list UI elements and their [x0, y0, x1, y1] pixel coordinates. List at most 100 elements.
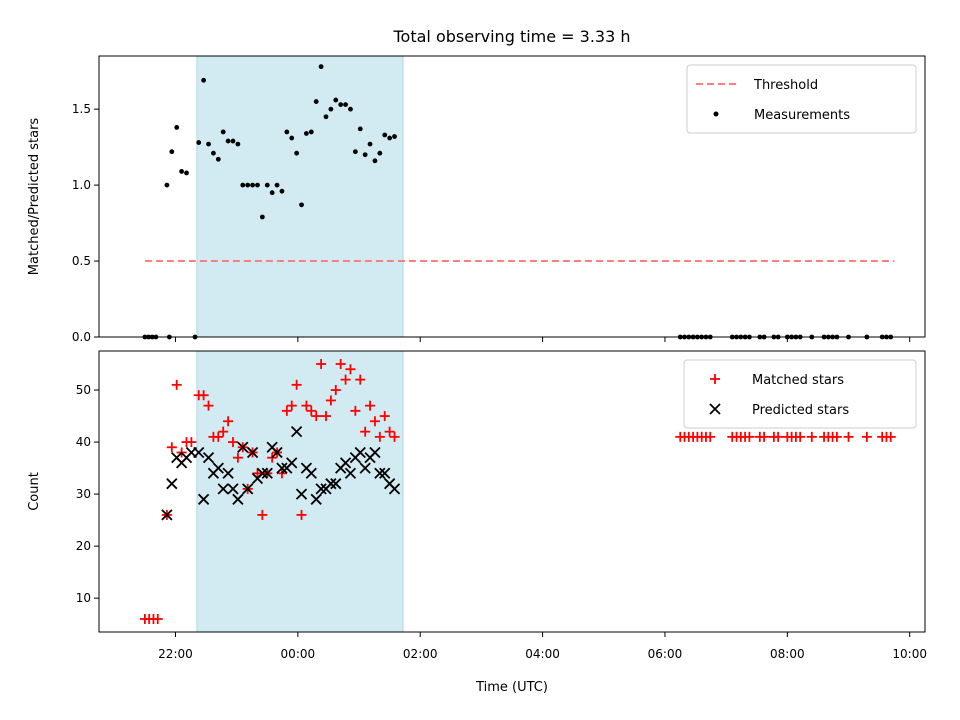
count-y-ticks: 10 20 30 40 50	[76, 383, 99, 605]
predicted-star-point-b	[305, 467, 317, 479]
predicted-star-point-b	[193, 446, 205, 459]
predicted-star-point-b	[161, 509, 173, 521]
measurement-point	[220, 129, 226, 135]
predicted-star-point	[237, 441, 249, 453]
count-panel: 10 20 30 40 50 22:00 00:00 02:00 04:00 06:00 08:0…	[27, 350, 927, 695]
predicted-star-point-b	[212, 462, 224, 474]
matched-star-point	[311, 411, 322, 422]
measurement-point	[240, 182, 246, 188]
ratio-y-ticks: 0.0 0.5 1.0 1.5	[72, 102, 99, 344]
predicted-star-point	[246, 446, 259, 459]
measurement-point	[338, 102, 344, 108]
matched-star-point	[795, 431, 806, 442]
ratio-x-ticks	[174, 337, 911, 342]
predicted-star-point-b	[379, 467, 391, 479]
predicted-star-point	[286, 457, 298, 469]
matched-star-point	[320, 411, 331, 422]
matched-star-point	[257, 509, 268, 520]
matched-star-point	[335, 359, 346, 370]
predicted-star-point	[256, 467, 269, 479]
count-plot-frame	[98, 350, 926, 633]
measurement-point	[259, 214, 265, 220]
y-tick-label: 20	[76, 539, 91, 553]
matched-star-point	[276, 468, 287, 479]
count-x-ticks: 22:00 00:00 02:00 04:00 06:00 08:00 10:00	[158, 632, 927, 661]
matched-star-point	[316, 359, 327, 370]
predicted-star-point	[290, 426, 303, 438]
predicted-star-point-b	[295, 488, 308, 500]
matched-star-point	[223, 416, 234, 427]
legend-matched-symbol	[710, 374, 720, 384]
measurement-point	[184, 170, 189, 176]
matched-star-point	[218, 426, 229, 437]
legend-matched-label: Matched stars	[752, 373, 844, 388]
measurement-point	[255, 182, 260, 188]
measurement-point	[164, 182, 170, 188]
matched-star-point	[296, 509, 307, 520]
matched-star-point	[365, 400, 376, 411]
measurement-point	[274, 182, 280, 188]
predicted-star-point	[276, 462, 288, 474]
measurement-point	[289, 135, 295, 141]
matched-star-point	[806, 431, 817, 442]
count-legend: Matched stars Predicted stars	[683, 359, 917, 429]
predicted-star-point	[217, 483, 229, 495]
y-tick-label: 1.5	[72, 102, 91, 116]
predicted-star-point	[379, 467, 391, 479]
predicted-star-point-b	[222, 467, 234, 479]
predicted-star-point	[315, 483, 327, 495]
measurement-point	[313, 99, 319, 104]
matched-star-point	[831, 431, 842, 442]
predicted-star-point-b	[330, 478, 342, 490]
predicted-star-point-b	[286, 457, 298, 469]
legend-predicted-label: Predicted stars	[752, 403, 849, 418]
legend-x-mark-b	[709, 403, 721, 415]
predicted-star-point	[242, 483, 254, 495]
predicted-star-point-b	[232, 493, 244, 505]
predicted-star-point	[369, 446, 381, 459]
matched-star-point	[186, 437, 197, 448]
measurement-point	[308, 129, 314, 135]
measurement-point	[387, 135, 393, 141]
measurement-point	[235, 141, 241, 147]
predicted-star-point-b	[310, 493, 322, 505]
predicted-star-point-b	[300, 462, 313, 474]
matched-star-point	[345, 364, 356, 375]
ratio-marks	[142, 64, 894, 340]
predicted-star-point-b	[354, 446, 366, 459]
matched-star-point	[198, 390, 209, 401]
predicted-star-point	[388, 483, 401, 495]
measurement-point	[264, 182, 270, 188]
matched-star-point	[389, 431, 400, 442]
measurement-point	[372, 158, 378, 164]
matched-star-point	[152, 613, 163, 624]
legend-predicted-symbol	[709, 403, 721, 415]
measurement-point	[269, 190, 275, 196]
matched-star-point	[213, 431, 224, 442]
count-legend-box	[683, 359, 917, 429]
x-tick-label: 22:00	[158, 647, 193, 661]
measurement-point	[211, 150, 216, 156]
ratio-plot-frame	[98, 55, 926, 338]
predicted-star-point	[310, 493, 322, 505]
measurement-point	[333, 97, 339, 103]
matched-star-point	[355, 374, 366, 385]
matched-star-point	[773, 431, 784, 442]
y-tick-label: 40	[76, 435, 91, 449]
measurement-point	[245, 182, 251, 188]
predicted-star-point-b	[369, 446, 381, 459]
count-y-axis-label: Count	[27, 472, 42, 511]
predicted-star-point	[330, 478, 342, 490]
matched-star-point	[340, 374, 351, 385]
matched-star-point	[379, 411, 390, 422]
matched-star-point	[350, 405, 361, 416]
predicted-star-point	[202, 452, 215, 464]
matched-star-point	[267, 452, 278, 463]
predicted-star-point-b	[256, 467, 269, 479]
measurement-point	[299, 202, 304, 208]
x-tick-label: 00:00	[281, 647, 316, 661]
measurement-point	[362, 152, 368, 158]
ratio-legend-box	[686, 64, 917, 134]
measurement-point	[225, 138, 231, 144]
measurement-point	[279, 188, 285, 194]
